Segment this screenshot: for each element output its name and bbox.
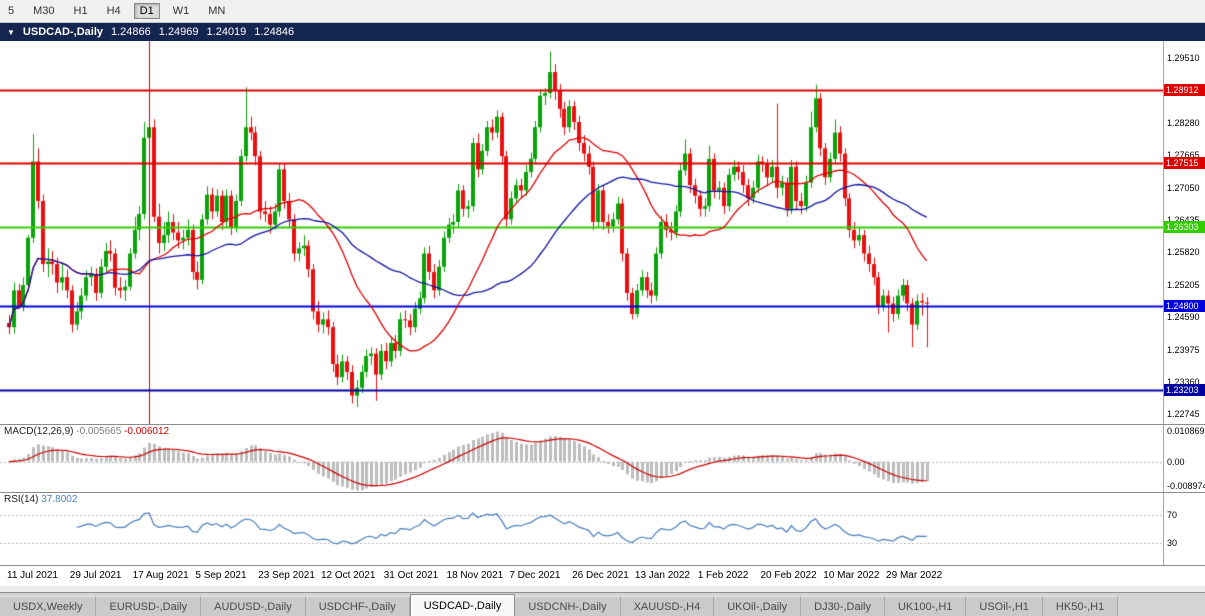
date-label: 17 Aug 2021 <box>132 570 189 581</box>
macd-axis: 0.010869 0.00 -0.008974 <box>1163 425 1205 492</box>
macd-canvas[interactable] <box>0 425 1163 492</box>
price-level-badge: 1.27515 <box>1164 157 1205 170</box>
date-label: 11 Jul 2021 <box>7 570 58 581</box>
date-label: 10 Mar 2022 <box>823 570 880 581</box>
price-plot[interactable] <box>0 41 1163 424</box>
price-level-badge: 1.26303 <box>1164 221 1205 234</box>
timeframe-button-m30[interactable]: M30 <box>33 5 55 17</box>
symbol-tab-hk50[interactable]: HK50-,H1 <box>1042 596 1119 616</box>
symbol-tab-dj30[interactable]: DJ30-,Daily <box>801 596 885 616</box>
symbol-tab-uk100[interactable]: UK100-,H1 <box>884 596 967 616</box>
price-canvas[interactable] <box>0 41 1163 424</box>
date-label: 12 Oct 2021 <box>320 570 376 581</box>
symbol-tab-xauusd[interactable]: XAUUSD-,H4 <box>620 596 715 616</box>
price-axis-tick: 1.23975 <box>1167 344 1200 355</box>
price-axis-tick: 1.22745 <box>1167 409 1200 420</box>
timeframe-button-d1[interactable]: D1 <box>133 3 160 19</box>
rsi-label: RSI(14) 37.8002 <box>4 494 77 505</box>
price-axis-tick: 1.29510 <box>1167 53 1200 64</box>
date-label: 29 Mar 2022 <box>886 570 943 581</box>
symbol-tab-audusd[interactable]: AUDUSD-,Daily <box>201 596 306 616</box>
date-label: 26 Dec 2021 <box>572 570 629 581</box>
price-axis-tick: 1.25820 <box>1167 247 1200 258</box>
price-level-badge: 1.24800 <box>1164 300 1205 313</box>
rsi-axis: 70 30 <box>1163 493 1205 565</box>
chart-title-bar: ▼ USDCAD-,Daily 1.24866 1.24969 1.24019 … <box>0 23 1205 41</box>
date-label: 23 Sep 2021 <box>258 570 315 581</box>
macd-label: MACD(12,26,9) -0.005665 -0.006012 <box>4 426 169 437</box>
symbol-tab-usoil[interactable]: USOil-,H1 <box>966 596 1043 616</box>
date-axis: 11 Jul 2021 29 Jul 2021 17 Aug 2021 5 Sep 2… <box>0 566 1205 586</box>
rsi-canvas[interactable] <box>0 493 1163 565</box>
timeframe-button-5[interactable]: 5 <box>8 5 15 17</box>
timeframe-toolbar: 5 M30 H1 H4 D1 W1 MN <box>0 0 1205 23</box>
rsi-name: RSI(14) <box>4 494 39 505</box>
date-label: 18 Nov 2021 <box>446 570 504 581</box>
price-axis-tick: 1.24590 <box>1167 312 1200 323</box>
date-label: 7 Dec 2021 <box>509 570 561 581</box>
price-axis-tick: 1.25205 <box>1167 279 1200 290</box>
rsi-value: 37.8002 <box>41 494 78 505</box>
macd-value-main: -0.005665 <box>76 426 122 437</box>
chart-symbol-label: USDCAD-,Daily <box>22 26 103 38</box>
timeframe-button-h1[interactable]: H1 <box>73 5 88 17</box>
price-axis-tick: 1.27665 <box>1167 150 1200 161</box>
date-label: 1 Feb 2022 <box>697 570 749 581</box>
date-label: 20 Feb 2022 <box>760 570 817 581</box>
price-axis: 1.29510 1.28280 1.27665 1.27050 1.26435 1.258… <box>1163 41 1205 424</box>
macd-name: MACD(12,26,9) <box>4 426 74 437</box>
macd-pane: MACD(12,26,9) -0.005665 -0.006012 0.0108… <box>0 425 1205 493</box>
date-label: 31 Oct 2021 <box>383 570 439 581</box>
date-label: 5 Sep 2021 <box>195 570 247 581</box>
macd-plot[interactable]: MACD(12,26,9) -0.005665 -0.006012 <box>0 425 1163 492</box>
price-axis-tick: 1.27050 <box>1167 182 1200 193</box>
timeframe-button-h4[interactable]: H4 <box>106 5 121 17</box>
rsi-axis-label: 30 <box>1167 538 1178 549</box>
timeframe-button-w1[interactable]: W1 <box>172 5 190 17</box>
symbol-tab-usdcad[interactable]: USDCAD-,Daily <box>409 594 516 616</box>
macd-axis-label: 0.010869 <box>1167 426 1205 436</box>
timeframe-button-mn[interactable]: MN <box>208 5 226 17</box>
price-pane: 1.29510 1.28280 1.27665 1.27050 1.26435 1.258… <box>0 41 1205 425</box>
price-axis-tick: 1.23360 <box>1167 376 1200 387</box>
symbol-tab-usdx[interactable]: USDX,Weekly <box>0 596 97 616</box>
rsi-pane: RSI(14) 37.8002 70 30 <box>0 493 1205 566</box>
symbol-tabbar: USDX,Weekly EURUSD-,Daily AUDUSD-,Daily USD… <box>0 592 1205 616</box>
rsi-axis-label: 70 <box>1167 509 1178 520</box>
macd-axis-label: 0.00 <box>1167 456 1185 467</box>
symbol-tab-ukoil[interactable]: UKOil-,Daily <box>714 596 802 616</box>
ohlc-low: 1.24019 <box>206 26 247 38</box>
date-label: 29 Jul 2021 <box>69 570 122 581</box>
bottom-spacer <box>0 586 1205 592</box>
price-level-badge: 1.23203 <box>1164 384 1205 397</box>
price-level-badge: 1.28912 <box>1164 83 1205 96</box>
macd-value-signal: -0.006012 <box>124 426 170 437</box>
ohlc-high: 1.24969 <box>158 26 199 38</box>
price-axis-tick: 1.26435 <box>1167 215 1200 225</box>
symbol-tab-usdcnh[interactable]: USDCNH-,Daily <box>515 596 621 616</box>
macd-axis-label: -0.008974 <box>1167 481 1205 491</box>
price-axis-tick: 1.28280 <box>1167 118 1200 129</box>
ohlc-open: 1.24866 <box>111 26 151 38</box>
rsi-plot[interactable]: RSI(14) 37.8002 <box>0 493 1163 565</box>
symbol-tab-eurusd[interactable]: EURUSD-,Daily <box>96 596 202 616</box>
symbol-tab-usdchf[interactable]: USDCHF-,Daily <box>305 596 410 616</box>
collapse-icon[interactable]: ▼ <box>7 27 15 37</box>
date-label: 13 Jan 2022 <box>634 570 690 581</box>
ohlc-close: 1.24846 <box>254 26 295 38</box>
